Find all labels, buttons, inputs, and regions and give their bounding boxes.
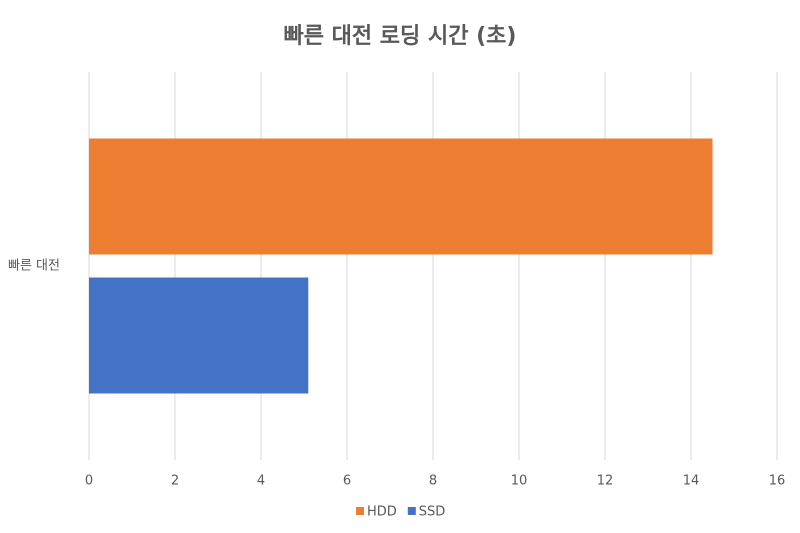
legend-label: HDD (367, 505, 397, 520)
x-tick-label: 16 (769, 474, 786, 489)
x-tick-label: 4 (257, 474, 265, 489)
x-tick-label: 2 (171, 474, 179, 489)
x-tick-label: 10 (511, 474, 528, 489)
bar (89, 138, 713, 255)
x-tick-label: 6 (343, 474, 351, 489)
bar (89, 277, 309, 394)
x-tick-label: 14 (683, 474, 700, 489)
chart-title: 빠른 대전 로딩 시간 (초) (284, 24, 517, 49)
x-tick-label: 8 (429, 474, 437, 489)
x-tick-label: 0 (85, 474, 93, 489)
legend-label: SSD (419, 505, 446, 520)
legend-swatch (356, 507, 364, 515)
x-tick-label: 12 (597, 474, 614, 489)
y-tick-label: 빠른 대전 (8, 259, 60, 274)
legend-swatch (407, 507, 416, 515)
